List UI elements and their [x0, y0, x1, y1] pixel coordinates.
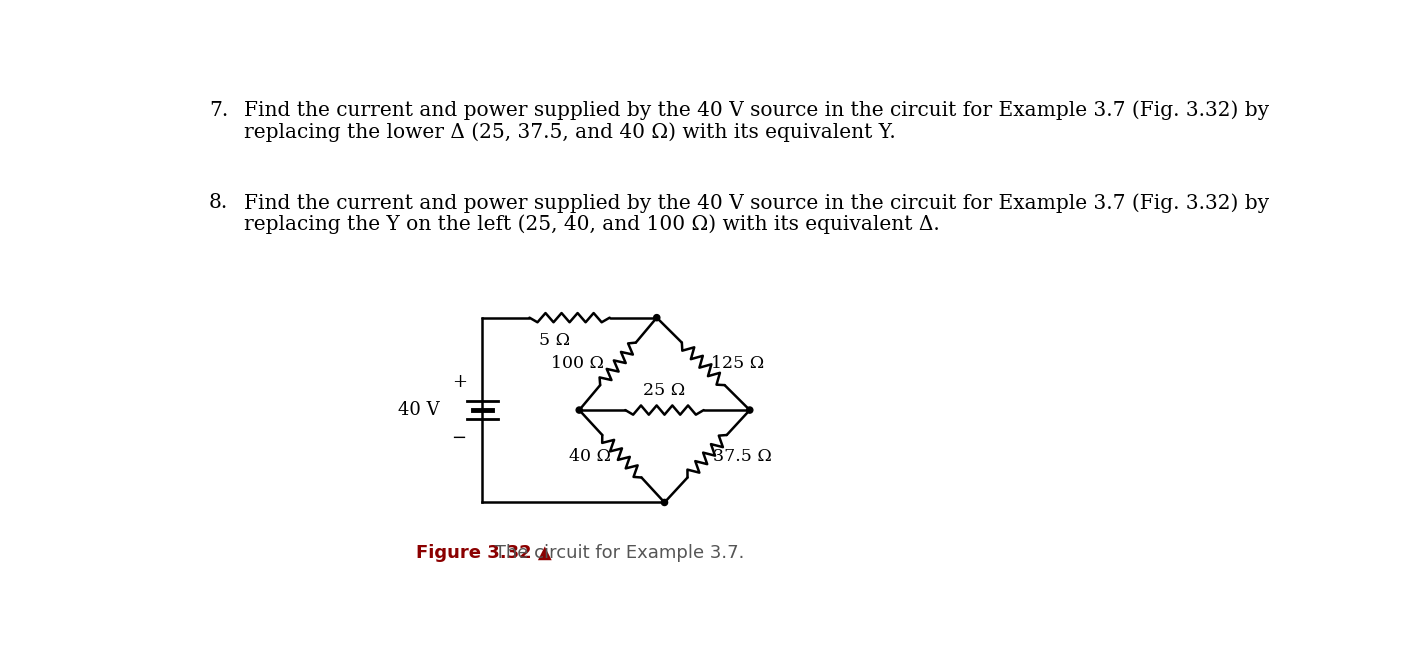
Text: 7.: 7.: [209, 101, 228, 120]
Text: Find the current and power supplied by the 40 V source in the circuit for Exampl: Find the current and power supplied by t…: [244, 193, 1269, 213]
Text: The circuit for Example 3.7.: The circuit for Example 3.7.: [489, 544, 744, 562]
Text: 40 Ω: 40 Ω: [570, 447, 611, 465]
Text: Figure 3.32 ▲: Figure 3.32 ▲: [416, 544, 553, 562]
Circle shape: [747, 407, 753, 413]
Text: 5 Ω: 5 Ω: [539, 332, 570, 349]
Text: 100 Ω: 100 Ω: [551, 355, 603, 372]
Circle shape: [661, 499, 667, 505]
Text: Find the current and power supplied by the 40 V source in the circuit for Exampl: Find the current and power supplied by t…: [244, 101, 1269, 120]
Circle shape: [577, 407, 582, 413]
Text: replacing the Y on the left (25, 40, and 100 Ω) with its equivalent Δ.: replacing the Y on the left (25, 40, and…: [244, 215, 940, 234]
Text: −: −: [451, 429, 467, 447]
Text: 25 Ω: 25 Ω: [643, 382, 685, 399]
Text: 37.5 Ω: 37.5 Ω: [713, 447, 773, 465]
Text: +: +: [451, 373, 467, 392]
Text: 40 V: 40 V: [398, 401, 440, 419]
Text: 125 Ω: 125 Ω: [711, 355, 764, 372]
Text: replacing the lower Δ (25, 37.5, and 40 Ω) with its equivalent Y.: replacing the lower Δ (25, 37.5, and 40 …: [244, 122, 897, 141]
Circle shape: [654, 315, 660, 320]
Text: 8.: 8.: [209, 193, 228, 212]
